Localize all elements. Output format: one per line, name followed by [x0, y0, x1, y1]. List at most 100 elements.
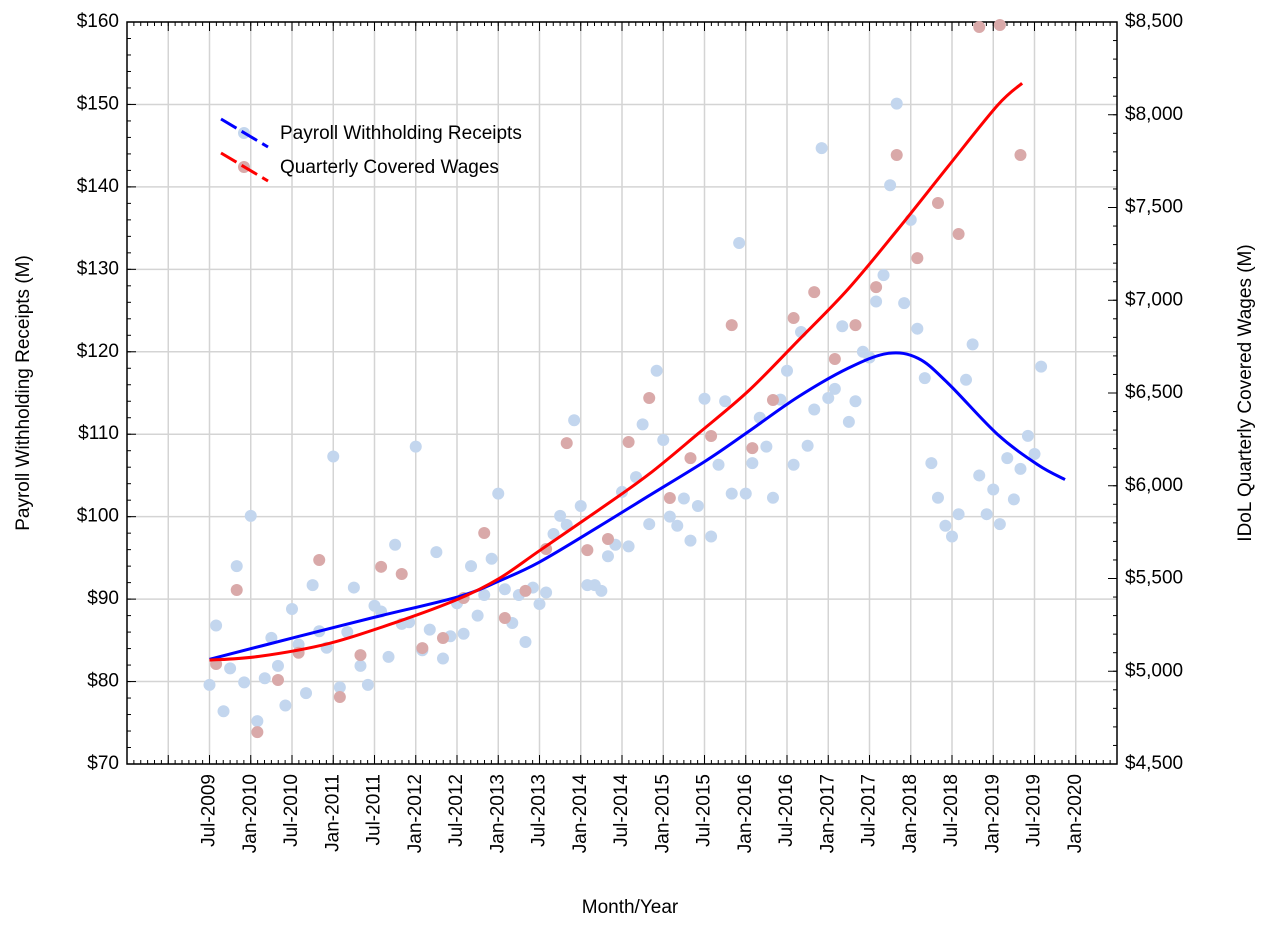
point	[828, 353, 841, 366]
x-tick-label: Jan-2016	[735, 774, 756, 853]
point	[327, 450, 340, 463]
point	[1014, 149, 1027, 162]
point	[960, 373, 973, 386]
y2-tick-label: $7,500	[1125, 197, 1183, 218]
point	[389, 538, 402, 551]
point	[643, 518, 656, 531]
point	[279, 699, 292, 712]
point	[217, 705, 230, 718]
y2-axis-title: IDoL Quarterly Covered Wages (M)	[1235, 244, 1256, 541]
point	[622, 540, 635, 553]
point	[485, 552, 498, 565]
point	[842, 415, 855, 428]
y-tick-label: $70	[87, 753, 119, 774]
point	[251, 726, 264, 739]
point	[939, 519, 952, 532]
point	[725, 487, 738, 500]
y2-tick-label: $7,000	[1125, 289, 1183, 310]
point	[238, 676, 251, 689]
point	[890, 97, 903, 110]
point	[601, 532, 614, 545]
point	[733, 236, 746, 249]
point	[911, 252, 924, 265]
point	[560, 518, 573, 531]
legend-line	[220, 151, 269, 183]
point	[993, 18, 1006, 31]
point	[251, 715, 264, 728]
point	[1028, 448, 1041, 461]
point	[286, 603, 298, 616]
point	[691, 499, 704, 512]
point	[993, 518, 1006, 531]
point	[347, 581, 360, 594]
fit-line	[209, 351, 1066, 661]
legend-label: Quarterly Covered Wages	[280, 157, 499, 178]
point	[931, 491, 944, 504]
y2-tick-label: $4,500	[1125, 753, 1183, 774]
point	[746, 442, 759, 455]
x-tick-label: Jan-2019	[982, 774, 1003, 853]
point	[677, 492, 690, 505]
x-tick-label: Jan-2011	[322, 774, 343, 852]
point	[560, 437, 573, 450]
x-tick-label: Jan-2014	[570, 774, 591, 854]
point	[478, 588, 491, 601]
point	[1014, 462, 1027, 475]
y2-tick-label: $8,000	[1125, 104, 1183, 125]
point	[230, 560, 243, 573]
x-tick-label: Jan-2018	[900, 774, 921, 853]
point	[781, 364, 793, 377]
y2-tick-label: $8,500	[1125, 11, 1183, 32]
point	[581, 544, 594, 557]
point	[224, 662, 237, 675]
x-tick-label: Jul-2013	[529, 774, 550, 847]
x-tick-label: Jul-2018	[941, 774, 962, 847]
legend-label: Payroll Withholding Receipts	[280, 123, 522, 144]
point	[395, 568, 408, 581]
point	[313, 553, 326, 566]
point	[890, 149, 903, 162]
point	[643, 392, 656, 405]
point	[471, 609, 484, 622]
point	[258, 672, 271, 685]
point	[265, 631, 278, 644]
point	[478, 527, 491, 540]
point	[341, 626, 354, 639]
point	[333, 681, 346, 694]
point	[300, 687, 313, 700]
plot-frame	[126, 21, 1118, 765]
point	[382, 650, 395, 663]
point	[870, 281, 883, 294]
x-tick-label: Jan-2012	[405, 774, 426, 853]
point	[601, 550, 614, 563]
x-tick-label: Jul-2011	[364, 774, 385, 845]
point	[766, 491, 779, 504]
x-tick-label: Jul-2014	[611, 774, 632, 847]
point	[663, 491, 676, 504]
point	[354, 659, 367, 672]
fit-line	[209, 82, 1024, 662]
point	[911, 322, 924, 335]
point	[766, 394, 779, 407]
point	[808, 403, 821, 416]
point	[416, 642, 429, 655]
point	[952, 508, 965, 521]
point	[684, 452, 697, 465]
point	[952, 228, 965, 241]
y-tick-label: $100	[77, 506, 119, 527]
x-tick-label: Jul-2010	[281, 774, 302, 847]
point	[595, 584, 608, 597]
x-tick-label: Jul-2012	[446, 774, 467, 847]
point	[657, 433, 670, 446]
y2-tick-label: $5,000	[1125, 660, 1183, 681]
point	[547, 527, 560, 540]
point	[1021, 429, 1034, 442]
point	[966, 338, 979, 351]
x-tick-label: Jul-2009	[199, 774, 220, 847]
point	[271, 659, 284, 672]
point	[1007, 493, 1020, 506]
point	[671, 519, 684, 532]
x-tick-label: Jul-2016	[776, 774, 797, 847]
point	[1001, 452, 1014, 465]
